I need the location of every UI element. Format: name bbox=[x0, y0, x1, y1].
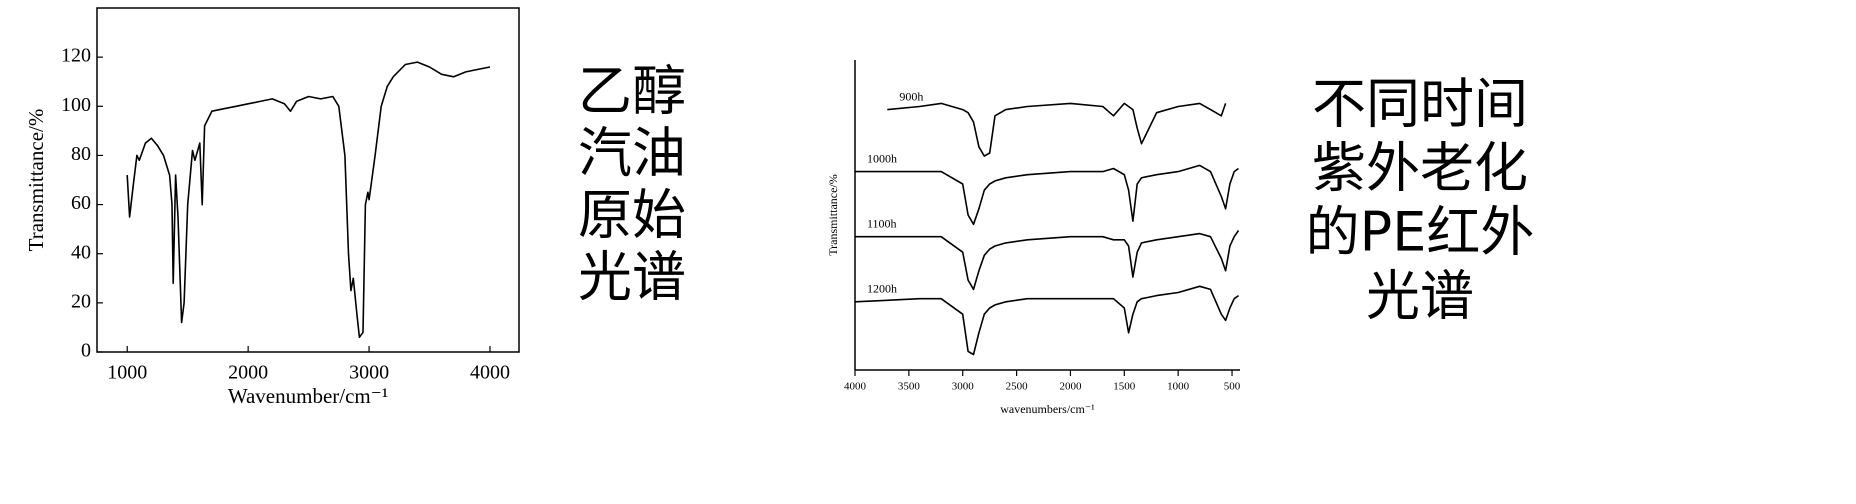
y-tick-label: 80 bbox=[71, 143, 91, 165]
x-axis-label: wavenumbers/cm⁻¹ bbox=[1000, 402, 1095, 416]
y-tick-label: 120 bbox=[61, 45, 91, 67]
series-label: 900h bbox=[899, 89, 923, 103]
x-tick-label: 4000 bbox=[844, 381, 867, 393]
x-tick-label: 3000 bbox=[952, 381, 975, 393]
caption-line: 原始 bbox=[578, 184, 686, 247]
caption-line: 光谱 bbox=[578, 246, 686, 309]
y-tick-label: 60 bbox=[71, 192, 91, 214]
x-tick-label: 3500 bbox=[898, 381, 921, 393]
y-tick-label: 100 bbox=[61, 94, 91, 116]
y-tick-label: 40 bbox=[71, 241, 91, 263]
caption-line: 紫外老化 bbox=[1312, 137, 1528, 200]
x-tick-label: 500 bbox=[1224, 381, 1241, 393]
series-label: 1100h bbox=[867, 216, 897, 230]
series-label: 1000h bbox=[867, 151, 897, 165]
x-tick-label: 1000 bbox=[107, 362, 147, 384]
y-tick-label: 0 bbox=[81, 340, 91, 362]
x-tick-label: 3000 bbox=[349, 362, 389, 384]
caption-line: 不同时间 bbox=[1312, 73, 1528, 136]
spectrum-line bbox=[854, 285, 1239, 356]
spectrum-line bbox=[855, 164, 1239, 226]
x-tick-label: 2500 bbox=[1006, 381, 1029, 393]
spectrum-line bbox=[126, 61, 491, 339]
caption-line: 的PE红外 bbox=[1306, 201, 1535, 264]
x-tick-label: 1000 bbox=[1167, 381, 1190, 393]
x-axis-label: Wavenumber/cm⁻¹ bbox=[228, 384, 388, 408]
caption-line: 汽油 bbox=[578, 122, 686, 185]
x-tick-label: 4000 bbox=[470, 362, 510, 384]
spectrum-line bbox=[855, 230, 1240, 291]
series-label: 1200h bbox=[867, 282, 897, 296]
spectrum-line bbox=[887, 102, 1227, 157]
x-tick-label: 2000 bbox=[228, 362, 268, 384]
caption-line: 乙醇 bbox=[578, 60, 686, 123]
caption-line: 光谱 bbox=[1366, 265, 1474, 328]
x-tick-label: 2000 bbox=[1059, 381, 1082, 393]
x-tick-label: 1500 bbox=[1113, 381, 1136, 393]
y-axis-label: Transmittance/% bbox=[24, 109, 48, 252]
plot-frame bbox=[96, 7, 520, 353]
y-axis-label: Transmittance/% bbox=[826, 174, 840, 256]
y-tick-label: 20 bbox=[71, 290, 91, 312]
